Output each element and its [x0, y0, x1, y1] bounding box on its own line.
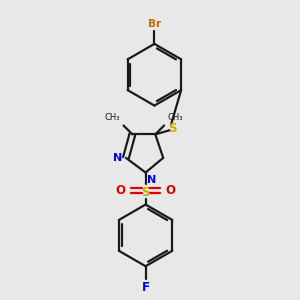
Text: CH₃: CH₃ — [168, 113, 183, 122]
Text: S: S — [141, 186, 150, 199]
Text: O: O — [116, 184, 126, 197]
Text: N: N — [147, 175, 156, 185]
Text: O: O — [166, 184, 176, 197]
Text: Br: Br — [148, 19, 161, 28]
Text: F: F — [142, 281, 150, 294]
Text: N: N — [113, 153, 122, 163]
Text: CH₃: CH₃ — [104, 113, 120, 122]
Text: S: S — [168, 122, 177, 135]
